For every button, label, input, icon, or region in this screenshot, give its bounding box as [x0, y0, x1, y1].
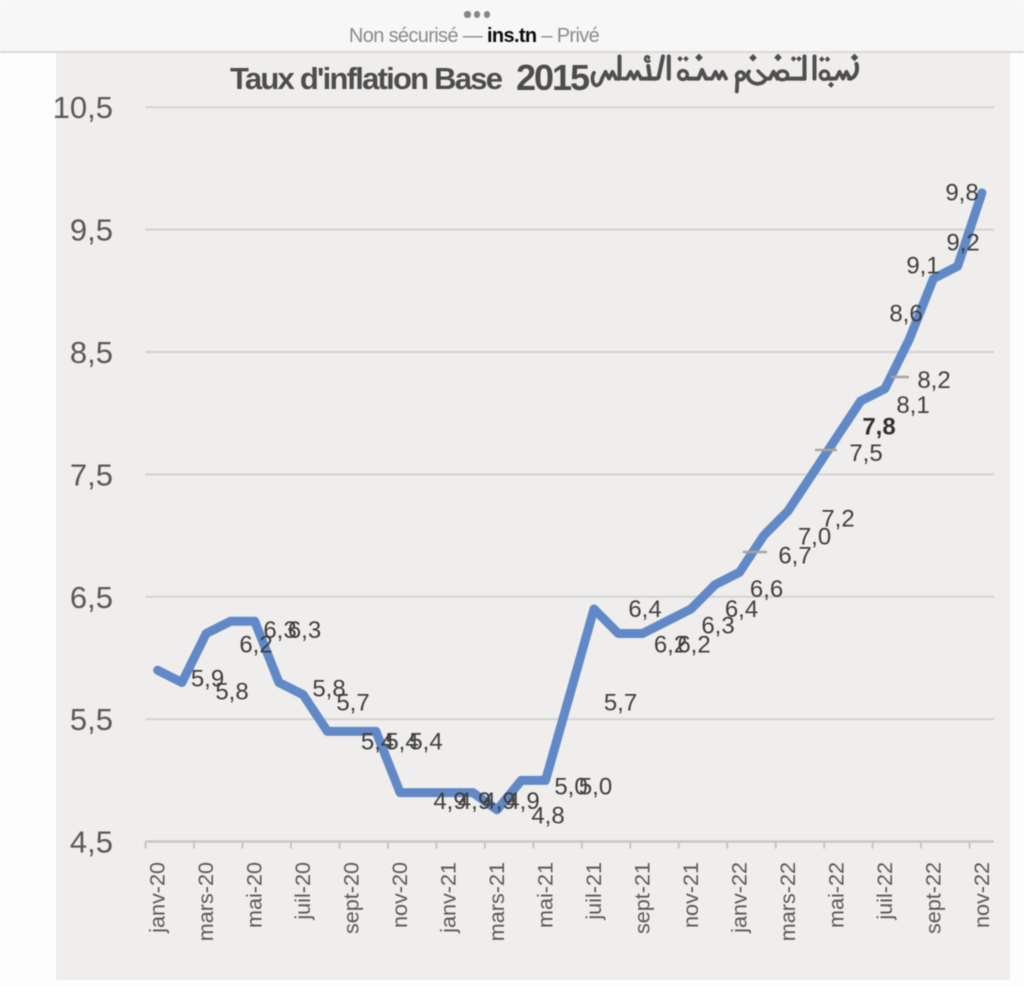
svg-text:5,9: 5,9 — [191, 666, 224, 693]
svg-text:4,9: 4,9 — [506, 788, 539, 815]
svg-text:6,5: 6,5 — [70, 580, 113, 615]
svg-text:sept-20: sept-20 — [339, 862, 364, 934]
svg-text:5,8: 5,8 — [312, 676, 345, 703]
svg-text:2015: 2015 — [516, 57, 590, 98]
svg-text:6,2: 6,2 — [677, 632, 710, 659]
svg-text:6,3: 6,3 — [263, 617, 296, 644]
svg-text:6,3: 6,3 — [701, 613, 734, 640]
svg-text:4,5: 4,5 — [70, 825, 113, 860]
svg-text:nov-21: nov-21 — [678, 862, 703, 928]
svg-text:juil-21: juil-21 — [581, 862, 606, 921]
svg-text:sept-22: sept-22 — [920, 862, 945, 934]
svg-text:8,2: 8,2 — [917, 367, 950, 394]
svg-text:juil-22: juil-22 — [872, 862, 897, 921]
svg-text:7,5: 7,5 — [70, 457, 113, 492]
svg-text:juil-20: juil-20 — [290, 862, 315, 921]
svg-text:5,0: 5,0 — [579, 774, 612, 801]
svg-text:janv-22: janv-22 — [727, 862, 752, 934]
svg-text:janv-21: janv-21 — [436, 862, 461, 934]
svg-text:mai-22: mai-22 — [823, 862, 848, 928]
svg-text:sept-21: sept-21 — [630, 862, 655, 934]
svg-text:5,7: 5,7 — [604, 690, 637, 717]
svg-text:6,2: 6,2 — [239, 632, 272, 659]
svg-text:5,7: 5,7 — [336, 690, 369, 717]
svg-text:8,5: 8,5 — [70, 335, 113, 370]
svg-text:5,4: 5,4 — [361, 729, 394, 756]
svg-text:mai-20: mai-20 — [242, 862, 267, 928]
svg-text:mars-20: mars-20 — [193, 862, 218, 941]
svg-text:5,8: 5,8 — [215, 679, 248, 706]
svg-text:mars-22: mars-22 — [775, 862, 800, 941]
svg-text:5,4: 5,4 — [409, 729, 442, 756]
svg-text:7,5: 7,5 — [849, 440, 882, 467]
svg-text:nov-22: nov-22 — [969, 862, 994, 928]
svg-text:5,5: 5,5 — [70, 702, 113, 737]
svg-text:mars-21: mars-21 — [484, 862, 509, 941]
svg-text:5,4: 5,4 — [385, 729, 418, 756]
svg-text:10,5: 10,5 — [53, 90, 113, 125]
svg-text:mai-21: mai-21 — [533, 862, 558, 928]
svg-text:8,6: 8,6 — [889, 301, 922, 328]
svg-text:6,2: 6,2 — [654, 632, 687, 659]
svg-text:janv-20: janv-20 — [145, 862, 170, 934]
svg-text:6,7: 6,7 — [778, 543, 811, 570]
svg-text:6,6: 6,6 — [750, 576, 783, 603]
svg-text:9,1: 9,1 — [906, 253, 939, 280]
svg-text:8,1: 8,1 — [896, 392, 929, 419]
svg-text:nov-20: nov-20 — [387, 862, 412, 928]
svg-text:Taux d'inflation Base: Taux d'inflation Base — [230, 61, 503, 96]
svg-text:9,5: 9,5 — [70, 213, 113, 248]
svg-text:7,2: 7,2 — [821, 506, 854, 533]
svg-text:7,8: 7,8 — [862, 414, 895, 441]
svg-text:9,2: 9,2 — [946, 230, 979, 257]
svg-text:4,9: 4,9 — [458, 788, 491, 815]
svg-text:4,9: 4,9 — [433, 788, 466, 815]
svg-text:6,4: 6,4 — [628, 596, 661, 623]
svg-text:4,8: 4,8 — [531, 803, 564, 830]
svg-text:6,4: 6,4 — [725, 596, 758, 623]
svg-text:5,0: 5,0 — [554, 774, 587, 801]
svg-text:4,9: 4,9 — [482, 788, 515, 815]
svg-text:9,8: 9,8 — [945, 180, 978, 207]
svg-text:7,0: 7,0 — [798, 524, 831, 551]
svg-text:6,3: 6,3 — [288, 617, 321, 644]
